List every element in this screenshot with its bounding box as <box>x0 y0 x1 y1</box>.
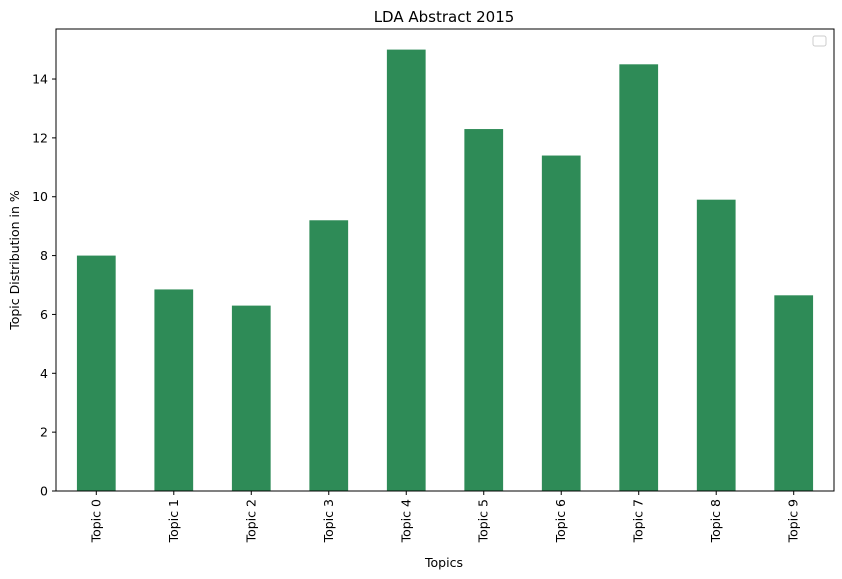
x-axis-label: Topics <box>424 555 463 570</box>
y-tick-label: 10 <box>32 189 48 204</box>
y-axis: 0 2 4 6 8 10 12 14 <box>32 72 56 499</box>
y-tick-label: 2 <box>40 425 48 440</box>
bar-topic-5 <box>464 129 504 492</box>
bar-topic-8 <box>696 199 736 491</box>
bars-group <box>76 49 814 492</box>
y-tick-label: 14 <box>32 72 48 87</box>
x-tick-label: Topic 3 <box>321 499 336 543</box>
x-tick-label: Topic 5 <box>476 499 491 543</box>
x-tick-label: Topic 9 <box>786 499 801 543</box>
y-axis-label: Topic Distribution in % <box>7 190 22 331</box>
x-tick-label: Topic 2 <box>243 499 258 543</box>
bar-topic-2 <box>231 305 271 491</box>
x-tick-label: Topic 4 <box>398 499 413 543</box>
bar-topic-0 <box>76 255 116 491</box>
bar-topic-9 <box>774 295 814 491</box>
x-tick-label: Topic 1 <box>166 499 181 543</box>
plot-frame <box>55 28 835 492</box>
bar-topic-1 <box>154 289 194 491</box>
x-tick-label: Topic 8 <box>708 499 723 543</box>
y-tick-label: 6 <box>40 307 48 322</box>
bar-topic-3 <box>309 220 349 491</box>
x-tick-label: Topic 6 <box>553 499 568 543</box>
y-tick-label: 8 <box>40 248 48 263</box>
bar-topic-6 <box>541 155 581 492</box>
bar-topic-4 <box>386 49 426 491</box>
x-tick-label: Topic 0 <box>88 499 103 543</box>
y-tick-label: 4 <box>40 366 48 381</box>
y-tick-label: 0 <box>40 484 48 499</box>
x-tick-label: Topic 7 <box>631 499 646 543</box>
x-axis: Topic 0 Topic 1 Topic 2 Topic 3 Topic 4 Topic… <box>88 491 801 543</box>
bar-topic-7 <box>619 64 659 491</box>
legend-box <box>812 35 827 47</box>
y-tick-label: 12 <box>32 130 48 145</box>
chart-title: LDA Abstract 2015 <box>374 8 515 26</box>
